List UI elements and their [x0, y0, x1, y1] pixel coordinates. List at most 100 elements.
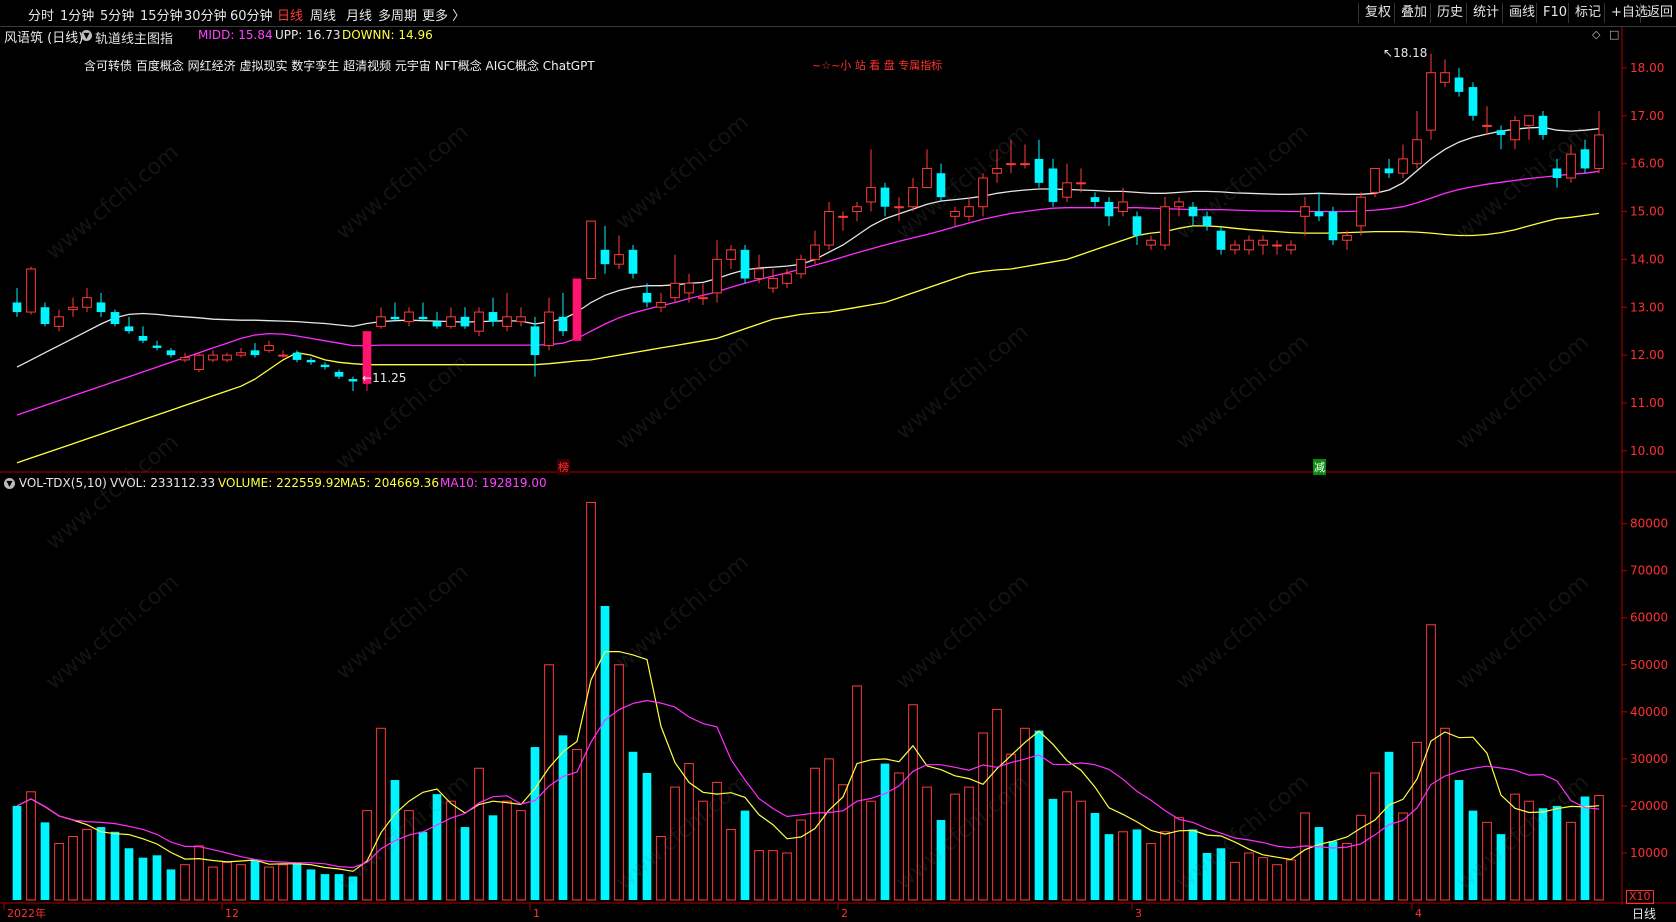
x-label-4: 3: [1135, 907, 1142, 920]
toolbar-button-8[interactable]: 返回: [1640, 3, 1676, 23]
volume-bar: [1496, 834, 1506, 900]
volume-bar: [530, 747, 540, 900]
volume-bar: [1104, 834, 1114, 900]
candle-body: [1272, 244, 1282, 247]
period-6[interactable]: 日线: [277, 9, 304, 24]
volume-bar: [754, 850, 764, 901]
candle-body: [306, 359, 316, 363]
volume-bar: [1552, 805, 1562, 900]
toolbar-button-7[interactable]: +自选: [1604, 3, 1654, 23]
candle-body: [698, 297, 708, 300]
candle-body: [1286, 244, 1296, 251]
period-2[interactable]: 5分钟: [100, 9, 135, 24]
volume-bar: [12, 805, 22, 900]
candle-body: [586, 220, 596, 280]
candle-body: [544, 311, 554, 347]
period-1[interactable]: 1分钟: [60, 9, 95, 24]
candle-body: [1384, 168, 1394, 174]
volume-bar: [1090, 812, 1100, 900]
volume-tick-label-4: 40000: [1630, 705, 1668, 719]
volume-bar: [782, 852, 792, 901]
toolbar-button-3[interactable]: 统计: [1466, 3, 1505, 23]
candle-body: [250, 350, 260, 356]
period-10[interactable]: 更多 〉: [422, 9, 466, 24]
candle-body: [96, 302, 106, 313]
period-9[interactable]: 多周期: [378, 9, 418, 24]
volume-bar: [642, 772, 652, 900]
price-tick-label-3: 15.00: [1630, 205, 1664, 219]
volume-bar: [628, 751, 638, 900]
toolbar-button-6[interactable]: 标记: [1568, 3, 1607, 23]
period-8[interactable]: 月线: [346, 9, 373, 24]
volume-bar: [1384, 751, 1394, 900]
volume-bar: [208, 866, 218, 901]
candle-body: [1174, 201, 1184, 208]
toolbar-button-5[interactable]: F10: [1536, 3, 1573, 23]
low-price-label: ←11.25: [362, 371, 407, 385]
candle-body: [1048, 168, 1058, 202]
candle-body: [572, 278, 582, 341]
candle-body: [600, 249, 610, 265]
candle-body: [320, 364, 330, 368]
volume-bar: [908, 704, 918, 901]
period-3[interactable]: 15分钟: [140, 9, 183, 24]
volume-bar: [40, 822, 50, 900]
candle-body: [1244, 239, 1254, 251]
candle-body: [180, 357, 190, 361]
upp-value: UPP: 16.73: [275, 28, 341, 42]
candle-body: [1104, 201, 1114, 217]
tag-jian[interactable]: 减: [1313, 459, 1326, 475]
candle-body: [264, 345, 274, 351]
candle-body: [1188, 206, 1198, 217]
candle-body: [1510, 120, 1520, 141]
x-label-3: 2: [841, 907, 848, 920]
vvol-value: VVOL: 233112.33: [110, 476, 216, 490]
volume-indicator-name[interactable]: ▼ VOL-TDX(5,10): [4, 476, 107, 490]
x-label-2: 1: [533, 907, 540, 920]
toolbar-button-2[interactable]: 历史: [1430, 3, 1469, 23]
volume-bar: [362, 810, 372, 901]
period-5[interactable]: 60分钟: [230, 9, 273, 24]
volume-bar: [866, 800, 876, 901]
candle-body: [236, 352, 246, 356]
volume-bar: [1006, 753, 1016, 901]
volume-bar: [376, 727, 386, 901]
candle-body: [1314, 211, 1324, 217]
candle-body: [460, 316, 470, 327]
volume-bar: [516, 810, 526, 901]
volume-bar: [1328, 841, 1338, 900]
diamond-icon[interactable]: ◇: [1592, 28, 1601, 41]
volume-bar: [348, 876, 358, 900]
downn-line: [16, 212, 1600, 464]
period-4[interactable]: 30分钟: [184, 9, 227, 24]
toolbar-button-4[interactable]: 画线: [1502, 3, 1541, 23]
candle-body: [152, 345, 162, 348]
candle-body: [866, 187, 876, 203]
ma5-value: MA5: 204669.36: [340, 476, 439, 490]
volume-bar: [390, 780, 400, 900]
volume-bar: [1594, 795, 1604, 901]
period-7[interactable]: 周线: [310, 9, 337, 24]
candle-body: [488, 312, 498, 322]
volume-tick-label-6: 20000: [1630, 799, 1668, 813]
volume-bar: [460, 827, 470, 900]
candle-body: [1118, 201, 1128, 213]
volume-bar: [1300, 812, 1310, 901]
volume-settings-icon[interactable]: ▼: [4, 478, 15, 489]
toolbar-button-1[interactable]: 叠加: [1394, 3, 1433, 23]
price-tick-label-8: 10.00: [1630, 444, 1664, 458]
volume-bar: [264, 866, 274, 901]
candle-body: [474, 311, 484, 332]
toolbar-button-0[interactable]: 复权: [1358, 3, 1397, 23]
period-0[interactable]: 分时: [28, 9, 55, 24]
volume-bar: [1160, 831, 1170, 901]
indicator-name[interactable]: 轨道线主图指: [95, 32, 174, 47]
tag-bang[interactable]: 榜: [557, 459, 570, 475]
candle-body: [1440, 72, 1450, 83]
indicator-settings-icon[interactable]: ▼: [81, 28, 92, 42]
volume-bar: [1342, 843, 1352, 901]
square-icon[interactable]: □: [1609, 28, 1620, 41]
volume-bar: [334, 874, 344, 900]
volume-bar: [488, 815, 498, 900]
